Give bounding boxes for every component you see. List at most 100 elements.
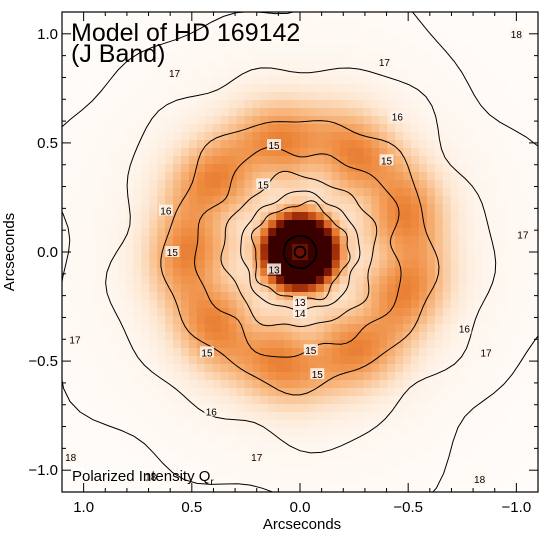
intensity-cell: [315, 332, 325, 341]
intensity-cell: [522, 460, 531, 469]
intensity-cell: [355, 148, 365, 157]
intensity-cell: [260, 276, 269, 285]
intensity-cell: [434, 100, 444, 109]
intensity-cell: [93, 276, 103, 285]
intensity-cell: [339, 404, 349, 413]
intensity-cell: [165, 316, 174, 325]
intensity-cell: [482, 100, 491, 109]
intensity-cell: [506, 244, 515, 253]
intensity-cell: [204, 196, 214, 205]
intensity-cell: [220, 132, 230, 141]
contour-label: 15: [381, 156, 393, 167]
intensity-cell: [85, 476, 95, 485]
intensity-cell: [62, 324, 71, 333]
intensity-cell: [300, 396, 309, 405]
intensity-cell: [315, 164, 325, 173]
intensity-cell: [236, 132, 246, 141]
intensity-cell: [323, 252, 333, 261]
intensity-cell: [109, 124, 119, 133]
intensity-cell: [530, 316, 538, 325]
intensity-cell: [474, 236, 484, 245]
intensity-cell: [77, 228, 87, 237]
intensity-cell: [101, 460, 111, 469]
intensity-cell: [347, 156, 357, 165]
intensity-cell: [220, 60, 230, 69]
intensity-cell: [276, 284, 285, 293]
intensity-cell: [300, 324, 309, 333]
intensity-cell: [387, 420, 396, 429]
intensity-cell: [252, 60, 261, 69]
intensity-cell: [450, 460, 460, 469]
intensity-cell: [355, 140, 365, 149]
intensity-cell: [411, 388, 420, 397]
intensity-cell: [426, 36, 436, 45]
intensity-cell: [181, 276, 190, 285]
intensity-cell: [276, 364, 285, 373]
intensity-cell: [395, 468, 404, 477]
intensity-cell: [442, 276, 452, 285]
intensity-cell: [101, 204, 111, 213]
intensity-cell: [220, 76, 230, 85]
intensity-cell: [482, 372, 491, 381]
intensity-cell: [442, 388, 452, 397]
intensity-cell: [411, 340, 420, 349]
intensity-cell: [458, 484, 468, 492]
intensity-cell: [244, 396, 253, 405]
intensity-cell: [395, 460, 404, 469]
intensity-cell: [212, 244, 222, 253]
intensity-cell: [498, 228, 507, 237]
intensity-cell: [387, 228, 396, 237]
intensity-cell: [347, 100, 357, 109]
intensity-cell: [395, 20, 404, 29]
intensity-cell: [426, 284, 436, 293]
intensity-cell: [339, 76, 349, 85]
intensity-cell: [244, 180, 253, 189]
intensity-cell: [490, 228, 499, 237]
intensity-cell: [458, 428, 468, 437]
intensity-cell: [252, 116, 261, 125]
intensity-cell: [93, 284, 103, 293]
intensity-cell: [173, 140, 182, 149]
intensity-cell: [379, 356, 388, 365]
intensity-cell: [157, 284, 166, 293]
intensity-cell: [62, 308, 71, 317]
intensity-cell: [458, 268, 468, 277]
intensity-cell: [157, 172, 166, 181]
intensity-cell: [101, 308, 111, 317]
intensity-cell: [506, 76, 515, 85]
intensity-cell: [395, 388, 404, 397]
intensity-cell: [125, 148, 134, 157]
intensity-cell: [125, 444, 134, 453]
intensity-cell: [474, 148, 484, 157]
intensity-cell: [252, 428, 261, 437]
intensity-cell: [260, 292, 269, 301]
intensity-cell: [284, 300, 293, 309]
intensity-cell: [93, 84, 103, 93]
intensity-cell: [466, 300, 476, 309]
intensity-cell: [212, 12, 222, 21]
intensity-cell: [62, 244, 71, 253]
intensity-cell: [125, 292, 134, 301]
intensity-cell: [77, 444, 87, 453]
intensity-cell: [530, 380, 538, 389]
intensity-cell: [498, 28, 507, 37]
intensity-cell: [490, 68, 499, 77]
intensity-cell: [371, 444, 380, 453]
intensity-cell: [466, 316, 476, 325]
intensity-cell: [403, 12, 412, 21]
intensity-cell: [458, 460, 468, 469]
intensity-cell: [276, 148, 285, 157]
intensity-cell: [77, 20, 87, 29]
intensity-cell: [323, 156, 333, 165]
intensity-cell: [300, 76, 309, 85]
intensity-cell: [434, 332, 444, 341]
intensity-cell: [411, 252, 420, 261]
intensity-cell: [530, 172, 538, 181]
intensity-cell: [490, 236, 499, 245]
intensity-cell: [339, 36, 349, 45]
intensity-cell: [220, 468, 230, 477]
intensity-cell: [307, 52, 317, 61]
intensity-cell: [395, 300, 404, 309]
intensity-cell: [530, 84, 538, 93]
intensity-cell: [307, 260, 317, 269]
